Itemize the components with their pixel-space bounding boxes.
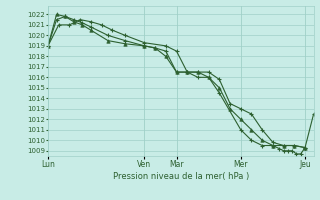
X-axis label: Pression niveau de la mer( hPa ): Pression niveau de la mer( hPa ) [113, 172, 249, 181]
